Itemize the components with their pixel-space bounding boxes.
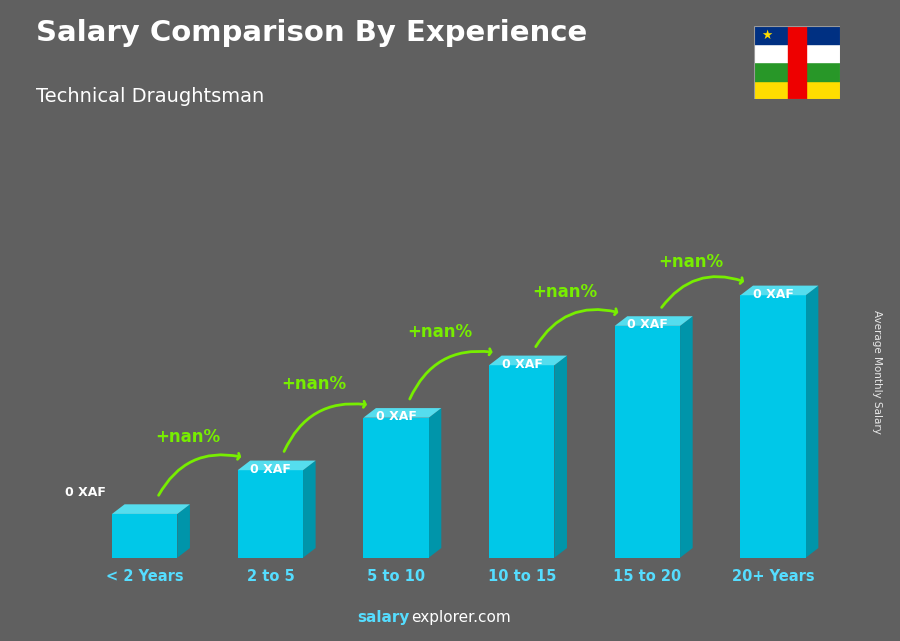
Polygon shape — [680, 316, 693, 558]
Text: Technical Draughtsman: Technical Draughtsman — [36, 87, 265, 106]
Bar — [754, 81, 840, 99]
Polygon shape — [303, 461, 316, 558]
Text: +nan%: +nan% — [156, 428, 220, 445]
Text: 0 XAF: 0 XAF — [250, 463, 291, 476]
Polygon shape — [177, 504, 190, 558]
Text: salary: salary — [357, 610, 410, 625]
Polygon shape — [428, 408, 441, 558]
Bar — [615, 326, 680, 558]
Polygon shape — [615, 316, 693, 326]
Text: +nan%: +nan% — [533, 283, 598, 301]
Text: 0 XAF: 0 XAF — [65, 486, 105, 499]
Text: 0 XAF: 0 XAF — [627, 319, 668, 331]
Polygon shape — [554, 356, 567, 558]
Bar — [112, 514, 177, 558]
Text: +nan%: +nan% — [281, 375, 346, 393]
Text: 0 XAF: 0 XAF — [376, 410, 417, 423]
Polygon shape — [741, 286, 818, 296]
Polygon shape — [489, 356, 567, 365]
Text: 0 XAF: 0 XAF — [753, 288, 794, 301]
Text: explorer.com: explorer.com — [411, 610, 511, 625]
Bar — [741, 296, 806, 558]
Text: 0 XAF: 0 XAF — [501, 358, 543, 370]
Text: +nan%: +nan% — [658, 253, 724, 271]
Polygon shape — [806, 286, 818, 558]
Bar — [238, 470, 303, 558]
Bar — [364, 418, 428, 558]
Text: Average Monthly Salary: Average Monthly Salary — [872, 310, 883, 434]
Bar — [754, 62, 840, 81]
Bar — [489, 365, 554, 558]
Polygon shape — [364, 408, 441, 418]
Bar — [754, 44, 840, 62]
Text: ★: ★ — [761, 29, 772, 42]
Bar — [788, 26, 806, 99]
Polygon shape — [238, 461, 316, 470]
Text: +nan%: +nan% — [407, 322, 472, 340]
Text: Salary Comparison By Experience: Salary Comparison By Experience — [36, 19, 587, 47]
Polygon shape — [112, 504, 190, 514]
Bar — [754, 26, 840, 44]
